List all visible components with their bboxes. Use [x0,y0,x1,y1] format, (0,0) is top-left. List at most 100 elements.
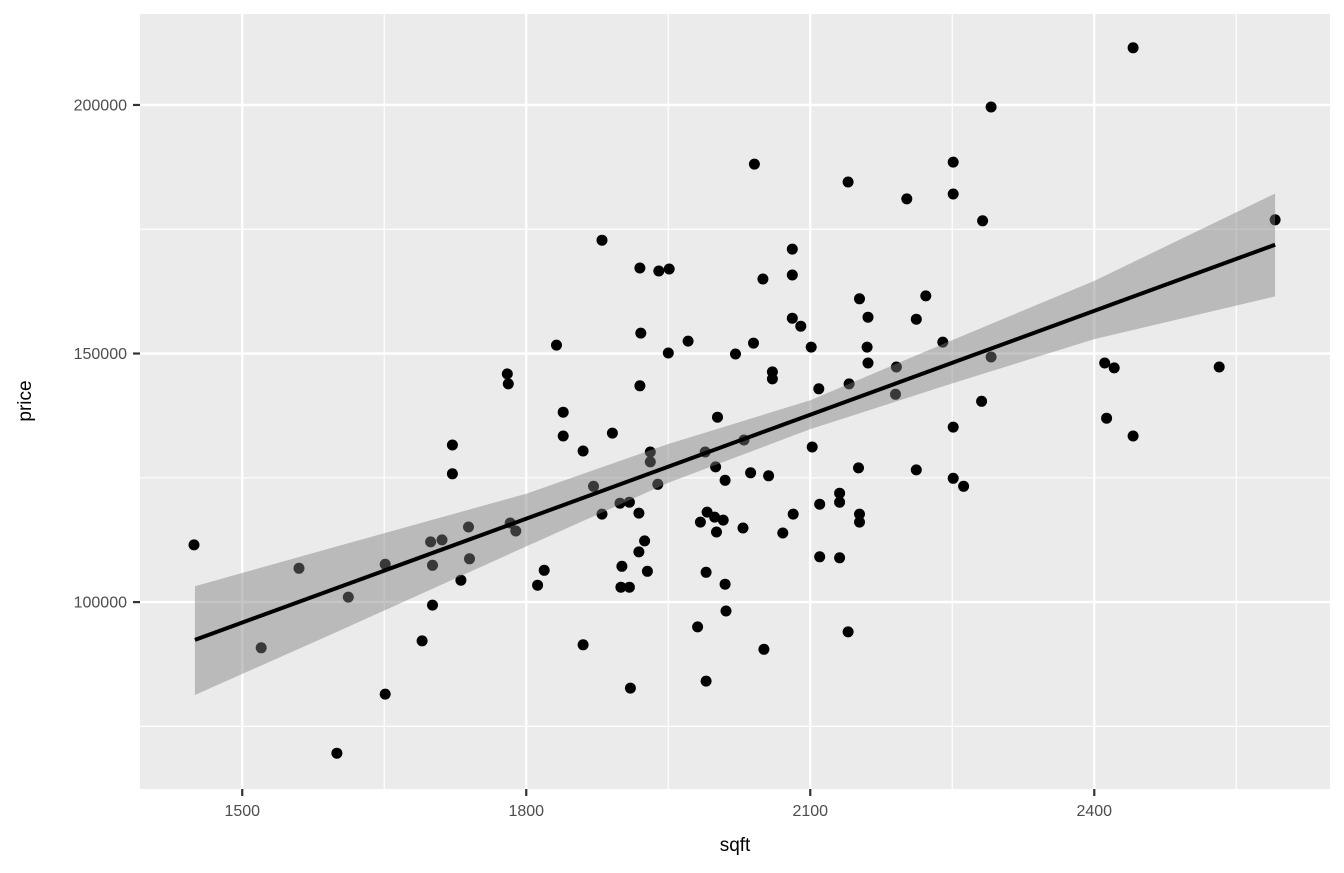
data-point [633,546,645,558]
data-point [463,521,474,533]
data-point [758,643,770,655]
data-point [842,626,854,638]
data-point [766,373,778,385]
data-point [712,411,723,423]
data-point [379,558,391,570]
y-tick-label: 100000 [74,595,127,612]
data-point [843,378,855,390]
data-point [663,263,675,275]
data-point [720,605,732,617]
data-point [1269,214,1281,226]
data-point [947,421,959,433]
data-point [331,747,343,759]
data-point [255,642,267,654]
data-point [813,383,825,395]
data-point [532,579,544,591]
data-point [786,269,798,281]
data-point [1099,357,1111,369]
y-tick-label: 150000 [74,346,127,363]
x-axis-title: sqft [720,835,751,856]
regression-line [194,242,1276,642]
data-point [901,193,913,205]
data-point [588,480,599,492]
data-point [694,516,706,528]
x-tick-label: 2400 [1076,803,1112,820]
data-point [606,427,618,439]
data-point [786,243,798,255]
data-point [709,511,721,523]
y-axis-title: price [15,380,36,421]
data-point [644,456,656,468]
data-point [615,581,627,593]
data-point [786,312,798,324]
data-point [652,478,664,490]
data-point [427,559,438,571]
data-point [854,508,865,520]
data-point [985,351,997,363]
data-point [862,311,874,323]
data-point [910,464,922,476]
data-point [737,522,749,534]
data-point [976,395,988,407]
data-point [624,682,636,694]
data-point [920,290,932,302]
data-point [616,560,628,572]
data-point [890,361,902,373]
x-tick-label: 2100 [792,803,828,820]
data-point [890,388,901,400]
data-point [814,551,826,563]
data-point [854,293,865,305]
data-point [455,574,467,586]
data-point [710,461,722,473]
data-point [551,339,562,351]
data-point [748,337,759,349]
data-point [947,188,959,200]
data-point [806,441,818,453]
data-point [596,508,608,520]
data-point [425,536,437,548]
data-point [446,468,458,480]
data-point [763,470,775,482]
data-point [1108,362,1120,374]
data-point [557,406,569,418]
data-point [777,527,789,539]
data-point [538,564,550,576]
y-tick-label: 200000 [74,97,127,114]
data-point [464,553,475,565]
data-point [717,514,729,526]
data-point [787,508,799,520]
data-point [577,445,589,457]
data-point [635,327,647,339]
data-point [379,688,391,700]
data-point [416,635,428,647]
data-point [853,462,864,474]
data-point [711,526,722,538]
data-point [596,234,608,246]
data-point [634,380,646,392]
data-point [805,341,817,353]
data-point [977,215,989,227]
data-point [188,539,200,551]
data-point [641,565,653,577]
data-point [623,581,635,593]
data-point [834,487,846,499]
data-point [958,480,970,492]
data-point [653,265,665,277]
data-point [427,599,438,611]
data-point [662,347,674,359]
data-point [730,348,741,360]
data-point [910,313,922,325]
data-point [510,525,522,537]
data-point [692,621,704,633]
data-point [745,467,757,479]
plot-panel [140,14,1330,789]
data-point [501,368,513,380]
data-point [842,176,854,188]
data-point [1213,361,1225,373]
data-point [748,158,760,170]
data-point [861,341,873,353]
data-point [947,472,959,484]
data-point [862,357,874,369]
data-point [623,496,635,508]
